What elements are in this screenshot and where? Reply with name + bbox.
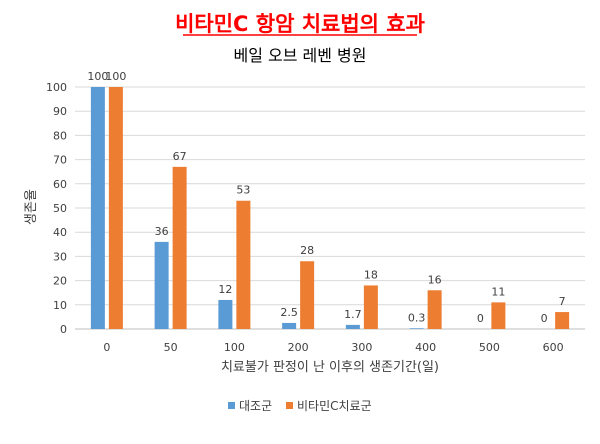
bar [218, 299, 233, 329]
data-label: 16 [428, 273, 442, 286]
data-label: 0.3 [408, 311, 426, 324]
legend-swatch [228, 402, 235, 409]
y-tick-label: 40 [53, 226, 67, 239]
bar [409, 328, 424, 329]
data-label: 53 [236, 184, 250, 197]
legend-swatch [286, 402, 293, 409]
data-label: 67 [173, 150, 187, 163]
bar [363, 285, 378, 329]
y-tick-label: 80 [53, 129, 67, 142]
x-axis-title: 치료불가 판정이 난 이후의 생존기간(일) [221, 360, 439, 375]
bar [236, 200, 251, 329]
x-axis-tick-labels: 0 50 100 200 300 400 500 600 [103, 341, 563, 354]
x-tick-label: 300 [351, 341, 372, 354]
x-tick-label: 0 [103, 341, 110, 354]
data-label: 11 [491, 285, 505, 298]
y-axis-title: 생존율 [24, 189, 39, 225]
y-tick-label: 60 [53, 178, 67, 191]
x-tick-label: 100 [224, 341, 245, 354]
y-tick-label: 90 [53, 105, 67, 118]
data-labels: 100 36 12 2.5 1.7 0.3 0 0 100 67 53 28 18 16 11 7 [87, 70, 565, 325]
y-tick-label: 0 [60, 323, 67, 336]
data-label: 36 [155, 225, 169, 238]
data-label: 100 [105, 70, 126, 83]
x-tick-label: 400 [415, 341, 436, 354]
bar [108, 87, 123, 329]
chart-subtitle: 베일 오브 레벤 병원 [233, 46, 366, 65]
data-label: 2.5 [280, 306, 298, 319]
y-tick-label: 20 [53, 275, 67, 288]
bar [172, 166, 187, 329]
bar [345, 324, 360, 329]
bar [555, 312, 570, 329]
bar [491, 302, 506, 329]
bar [427, 290, 442, 329]
data-label: 0 [477, 312, 484, 325]
gridlines [75, 86, 585, 330]
bar [154, 241, 169, 329]
y-tick-label: 30 [53, 250, 67, 263]
y-axis-tick-labels: 0 10 20 30 40 50 60 70 80 90 100 [46, 81, 67, 336]
x-tick-label: 200 [288, 341, 309, 354]
data-label: 0 [541, 312, 548, 325]
bar [300, 261, 315, 329]
legend: 대조군 비타민C치료군 [228, 399, 372, 413]
data-label: 1.7 [344, 308, 362, 321]
data-label: 7 [559, 295, 566, 308]
data-label: 100 [87, 70, 108, 83]
y-tick-label: 100 [46, 81, 67, 94]
x-tick-label: 50 [164, 341, 178, 354]
bars [90, 87, 570, 329]
x-tick-label: 600 [543, 341, 564, 354]
y-tick-label: 10 [53, 299, 67, 312]
bar [90, 87, 105, 329]
legend-label: 대조군 [239, 399, 272, 413]
bar [282, 322, 297, 329]
chart-title: 비타민C 항암 치료법의 효과 [175, 12, 425, 36]
legend-label: 비타민C치료군 [297, 399, 372, 413]
y-tick-label: 50 [53, 202, 67, 215]
y-tick-label: 70 [53, 154, 67, 167]
data-label: 28 [300, 244, 314, 257]
x-tick-label: 500 [479, 341, 500, 354]
data-label: 18 [364, 268, 378, 281]
data-label: 12 [218, 283, 232, 296]
